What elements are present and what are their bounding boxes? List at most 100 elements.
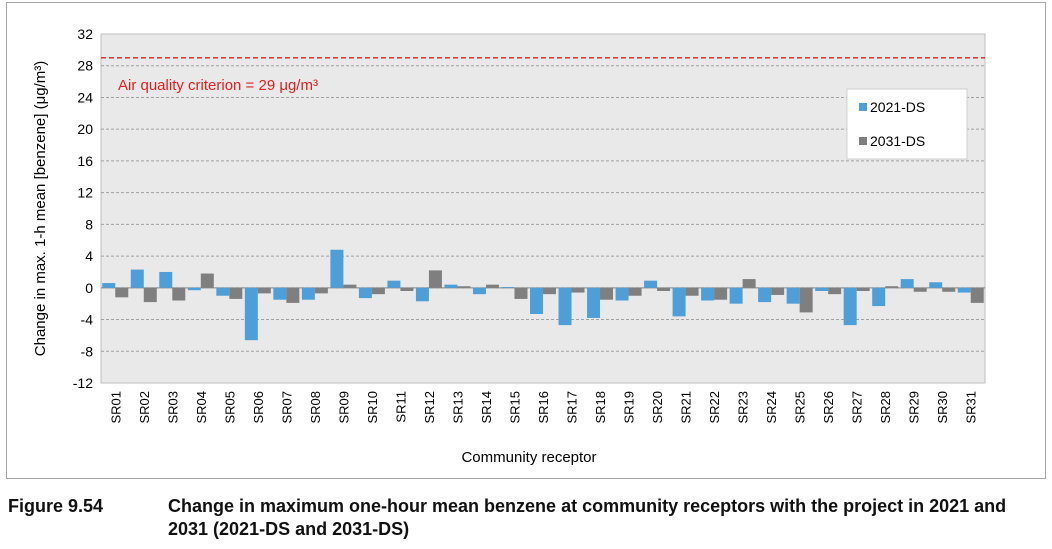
bar-2031-DS-SR15 xyxy=(514,287,528,299)
x-tick-label: SR17 xyxy=(565,391,580,424)
legend-label-2031-DS: 2031-DS xyxy=(870,133,925,149)
bar-2021-DS-SR08 xyxy=(301,287,315,300)
x-tick-label: SR11 xyxy=(393,391,408,423)
bar-2031-DS-SR14 xyxy=(485,284,499,288)
bar-2031-DS-SR21 xyxy=(685,287,699,296)
bar-2021-DS-SR26 xyxy=(815,287,829,291)
bar-2031-DS-SR02 xyxy=(143,287,157,303)
bar-2031-DS-SR24 xyxy=(771,287,785,295)
x-tick-label: SR20 xyxy=(650,391,665,424)
x-tick-label: SR15 xyxy=(507,391,522,424)
bar-2031-DS-SR18 xyxy=(600,287,614,300)
bar-2021-DS-SR06 xyxy=(244,287,258,341)
bar-2031-DS-SR23 xyxy=(742,279,756,288)
x-tick-label: SR18 xyxy=(593,391,608,424)
bar-2021-DS-SR27 xyxy=(843,287,857,326)
x-tick-label: SR07 xyxy=(279,391,294,424)
x-tick-label: SR26 xyxy=(821,391,836,424)
bar-2031-DS-SR04 xyxy=(200,273,214,288)
x-tick-label: SR27 xyxy=(850,391,865,424)
bar-2021-DS-SR13 xyxy=(444,284,458,288)
x-tick-label: SR06 xyxy=(251,391,266,424)
figure-caption: Change in maximum one-hour mean benzene … xyxy=(168,496,1007,539)
chart-frame: -12 -8 -4 0 4 8 12 16 20 24 28 32 SR01 SR02 SR03 SR04 SR… xyxy=(6,2,1046,479)
bar-2031-DS-SR20 xyxy=(657,287,671,291)
bar-2021-DS-SR19 xyxy=(615,287,629,301)
bar-2031-DS-SR27 xyxy=(856,287,870,291)
x-axis-title: Community receptor xyxy=(461,449,596,466)
bar-2031-DS-SR16 xyxy=(543,287,556,295)
y-tick-label: 4 xyxy=(85,248,93,264)
bar-2021-DS-SR24 xyxy=(758,287,772,303)
x-tick-label: SR21 xyxy=(679,391,694,424)
y-tick-label: 28 xyxy=(77,58,93,74)
y-tick-label: 8 xyxy=(85,216,93,232)
x-tick-label: SR10 xyxy=(365,391,380,424)
x-tick-label: SR23 xyxy=(736,391,751,424)
figure-number: Figure 9.54 xyxy=(8,496,104,516)
bar-2021-DS-SR21 xyxy=(672,287,686,317)
x-tick-label: SR13 xyxy=(450,391,465,424)
y-tick-label: 24 xyxy=(77,89,93,105)
bar-2031-DS-SR31 xyxy=(970,287,984,303)
x-tick-label: SR02 xyxy=(137,391,152,424)
bar-2031-DS-SR05 xyxy=(229,287,243,299)
bar-2021-DS-SR09 xyxy=(330,249,344,288)
bar-2031-DS-SR09 xyxy=(343,284,357,288)
bar-2021-DS-SR20 xyxy=(644,280,658,288)
criterion-label: Air quality criterion = 29 μg/m³ xyxy=(118,77,318,94)
bar-2031-DS-SR12 xyxy=(428,270,442,288)
x-tick-label: SR08 xyxy=(308,391,323,424)
bar-2031-DS-SR11 xyxy=(400,287,414,291)
x-tick-label: SR05 xyxy=(222,391,237,424)
bar-2021-DS-SR17 xyxy=(558,287,572,326)
x-tick-label: SR01 xyxy=(108,391,123,424)
x-tick-label: SR12 xyxy=(422,391,437,424)
bar-2021-DS-SR01 xyxy=(102,283,116,288)
bar-2021-DS-SR25 xyxy=(786,287,800,304)
bar-2021-DS-SR18 xyxy=(587,287,601,318)
x-tick-label: SR09 xyxy=(336,391,351,424)
bar-2021-DS-SR02 xyxy=(130,269,144,288)
bar-2021-DS-SR28 xyxy=(872,287,886,307)
y-tick-label: 32 xyxy=(77,26,93,42)
bar-2031-DS-SR29 xyxy=(913,287,927,292)
bar-2031-DS-SR01 xyxy=(115,287,129,298)
x-tick-label: SR29 xyxy=(907,391,922,424)
bar-2021-DS-SR16 xyxy=(530,287,543,314)
y-tick-label: -4 xyxy=(81,312,94,328)
bar-2031-DS-SR26 xyxy=(828,287,842,295)
bar-2031-DS-SR10 xyxy=(371,287,385,295)
x-tick-label: SR30 xyxy=(935,391,950,424)
y-tick-label: -12 xyxy=(73,375,93,391)
bar-2031-DS-SR08 xyxy=(314,287,328,294)
bar-2021-DS-SR30 xyxy=(929,282,943,288)
y-tick-label: 16 xyxy=(77,153,93,169)
bar-2031-DS-SR17 xyxy=(571,287,585,293)
x-tick-label: SR04 xyxy=(194,391,209,424)
benzene-bar-chart: -12 -8 -4 0 4 8 12 16 20 24 28 32 SR01 SR02 SR03 SR04 SR… xyxy=(32,26,986,466)
legend-box xyxy=(846,88,968,160)
bar-2021-DS-SR14 xyxy=(472,287,486,295)
legend-swatch-2031-DS xyxy=(859,137,867,145)
y-tick-label: 0 xyxy=(85,280,93,296)
x-tick-label: SR24 xyxy=(764,391,779,424)
x-tick-label: SR14 xyxy=(479,391,494,424)
legend-label-2021-DS: 2021-DS xyxy=(870,99,925,115)
bar-2031-DS-SR30 xyxy=(942,287,956,292)
bar-2021-DS-SR22 xyxy=(701,287,715,301)
legend-swatch-2021-DS xyxy=(859,103,867,111)
bar-2021-DS-SR05 xyxy=(216,287,230,296)
y-tick-label: 20 xyxy=(77,121,93,137)
x-tick-label: SR22 xyxy=(707,391,722,424)
y-axis-title: Change in max. 1-h mean [benzene] (μg/m³… xyxy=(32,61,49,356)
x-tick-label: SR03 xyxy=(165,391,180,424)
bar-2031-DS-SR25 xyxy=(799,287,813,313)
bar-2021-DS-SR12 xyxy=(415,287,429,302)
bar-2031-DS-SR28 xyxy=(885,286,899,288)
bar-2021-DS-SR10 xyxy=(358,287,372,299)
bar-2021-DS-SR11 xyxy=(387,280,401,288)
x-tick-label: SR25 xyxy=(793,391,808,424)
bar-2021-DS-SR31 xyxy=(957,287,971,293)
bar-2021-DS-SR04 xyxy=(187,287,201,291)
